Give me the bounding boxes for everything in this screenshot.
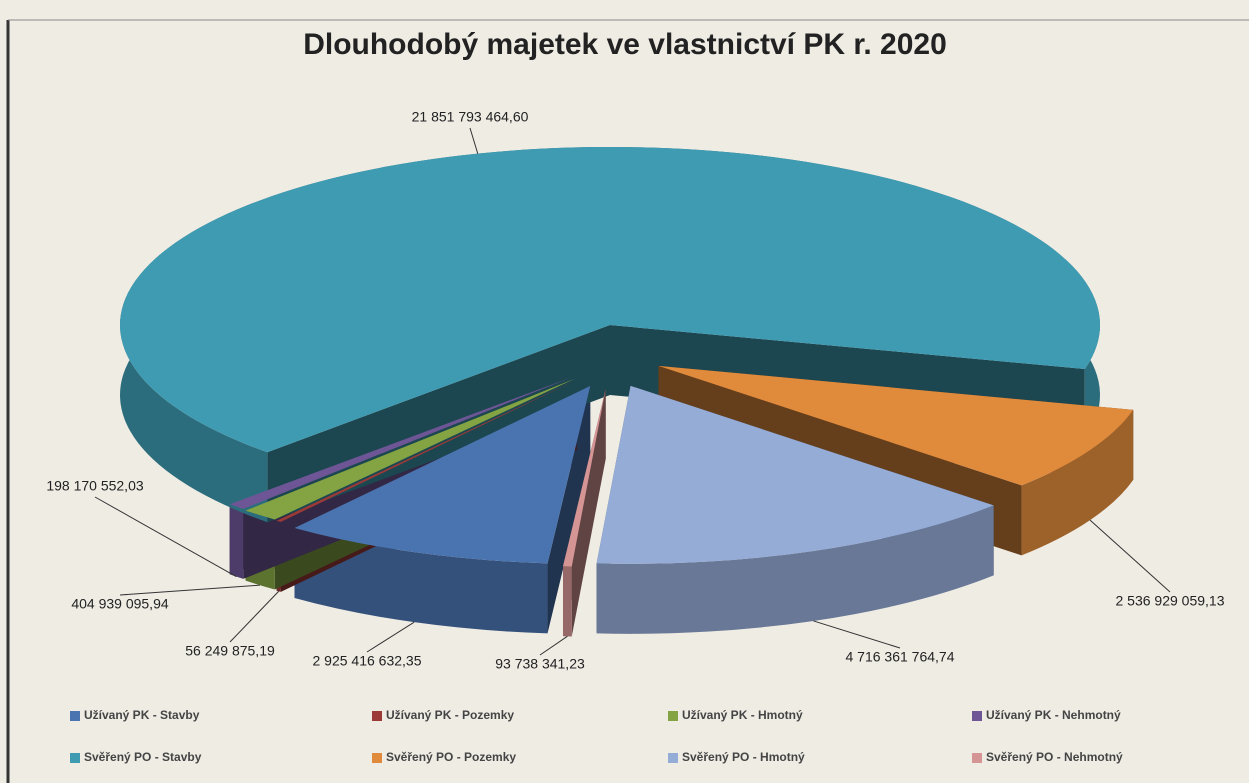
legend-swatch <box>70 753 80 763</box>
chart-title: Dlouhodobý majetek ve vlastnictví PK r. … <box>303 28 947 61</box>
leader-line <box>366 621 415 653</box>
legend-label: Svěřený PO - Nehmotný <box>986 750 1123 764</box>
data-label: 93 738 341,23 <box>495 656 585 672</box>
slice <box>562 388 606 567</box>
data-label: 198 170 552,03 <box>46 478 144 494</box>
slice <box>119 146 1101 453</box>
legend-swatch <box>668 753 678 763</box>
legend-swatch <box>70 711 80 721</box>
slice-tops <box>119 146 1134 567</box>
legend-label: Užívaný PK - Hmotný <box>682 708 803 722</box>
legend-label: Svěřený PO - Pozemky <box>386 750 516 764</box>
slice <box>276 379 577 522</box>
slice <box>245 378 575 520</box>
legend-label: Svěřený PO - Stavby <box>84 750 202 764</box>
legend-swatch <box>372 711 382 721</box>
slice <box>596 385 994 564</box>
legend-swatch <box>972 753 982 763</box>
legend-swatch <box>668 711 678 721</box>
slice <box>229 377 573 509</box>
legend-swatch <box>372 753 382 763</box>
leader-line <box>94 496 237 578</box>
leader-line <box>229 590 280 643</box>
slice-side <box>562 388 606 637</box>
data-label: 404 939 095,94 <box>71 596 169 612</box>
slice-side <box>229 504 244 579</box>
slice-side <box>562 566 572 637</box>
data-label: 2 925 416 632,35 <box>313 653 422 669</box>
data-label: 4 716 361 764,74 <box>846 649 955 665</box>
slice-side <box>596 505 994 634</box>
leader-line <box>119 584 260 596</box>
legend-label: Užívaný PK - Nehmotný <box>986 708 1121 722</box>
data-label: 21 851 793 464,60 <box>412 109 529 125</box>
leader-line <box>539 635 568 656</box>
leader-line <box>813 620 901 649</box>
data-label: 2 536 929 059,13 <box>1116 593 1225 609</box>
legend-label: Užívaný PK - Pozemky <box>386 708 514 722</box>
legend-swatch <box>972 711 982 721</box>
leader-line <box>469 127 479 154</box>
data-label: 56 249 875,19 <box>185 643 275 659</box>
slice <box>658 365 1134 486</box>
legend-label: Svěřený PO - Hmotný <box>682 750 805 764</box>
leader-line <box>1089 519 1171 593</box>
slice <box>294 386 591 564</box>
slice-side <box>1021 409 1134 556</box>
legend-label: Užívaný PK - Stavby <box>84 708 200 722</box>
